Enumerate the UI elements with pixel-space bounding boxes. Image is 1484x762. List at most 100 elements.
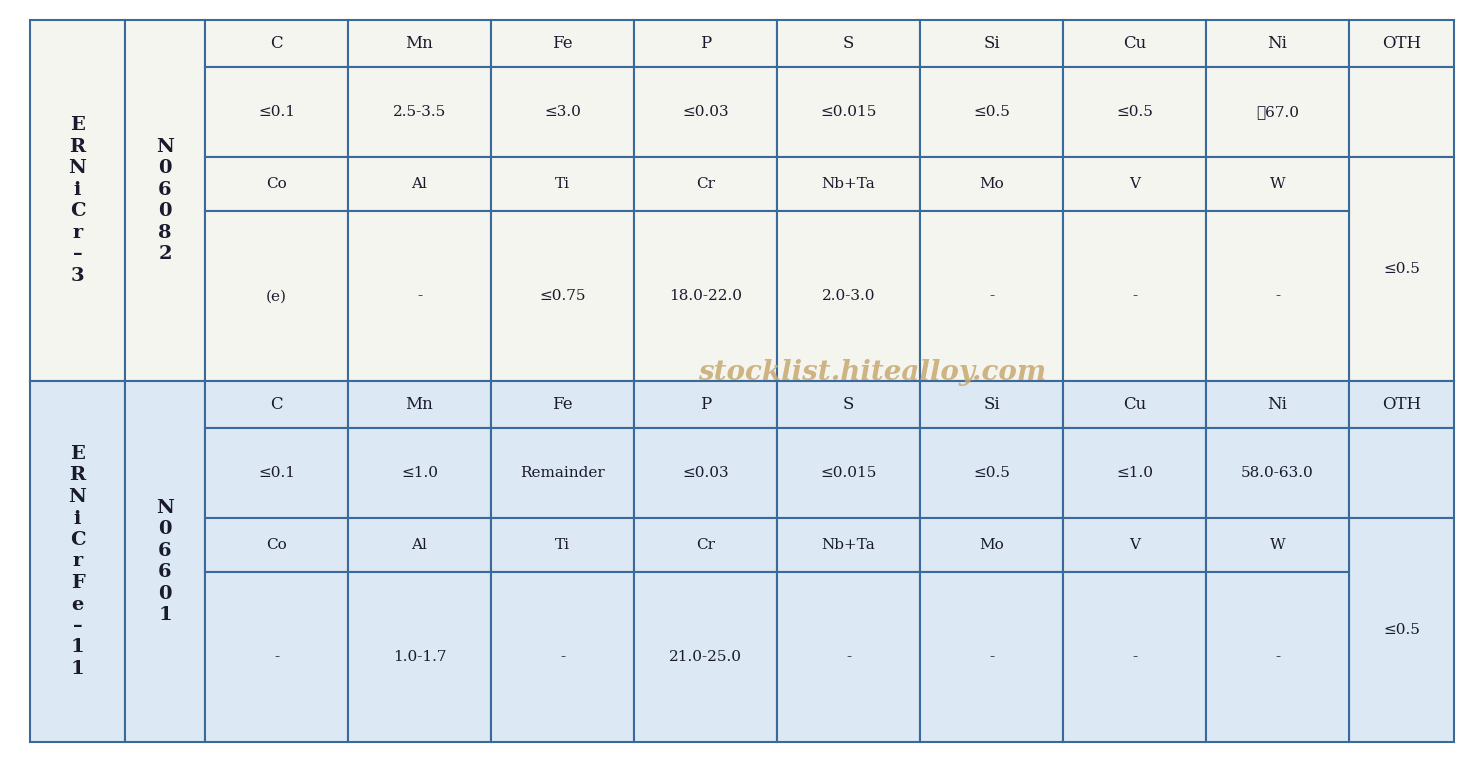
Bar <box>634 20 778 67</box>
Text: Nb+Ta: Nb+Ta <box>822 538 876 552</box>
Text: (e): (e) <box>266 289 286 303</box>
Bar <box>920 518 1063 572</box>
Bar <box>491 67 634 157</box>
Bar <box>1349 428 1454 518</box>
Text: Cr: Cr <box>696 178 715 191</box>
Bar <box>1063 20 1206 67</box>
Bar <box>634 572 778 742</box>
Bar <box>920 67 1063 157</box>
Bar <box>349 211 491 381</box>
Text: ≤0.1: ≤0.1 <box>258 105 295 119</box>
Bar <box>205 157 349 211</box>
Text: ≤3.0: ≤3.0 <box>545 105 580 119</box>
Text: P: P <box>700 396 711 413</box>
Bar <box>634 157 778 211</box>
Bar <box>205 67 349 157</box>
Text: E
R
N
i
C
r
–
3: E R N i C r – 3 <box>68 117 86 285</box>
Bar <box>205 381 349 428</box>
Bar <box>491 572 634 742</box>
Text: 2.0-3.0: 2.0-3.0 <box>822 289 876 303</box>
Bar <box>205 20 349 67</box>
Bar <box>349 428 491 518</box>
Bar <box>920 211 1063 381</box>
Bar <box>1206 20 1349 67</box>
Text: 58.0-63.0: 58.0-63.0 <box>1241 466 1313 480</box>
Text: Cu: Cu <box>1123 396 1146 413</box>
Bar <box>1206 428 1349 518</box>
Text: S: S <box>843 35 855 52</box>
Text: -: - <box>1132 289 1137 303</box>
Bar <box>349 20 491 67</box>
Text: -: - <box>559 650 565 664</box>
Bar <box>920 428 1063 518</box>
Text: ≤0.03: ≤0.03 <box>683 466 729 480</box>
Text: Si: Si <box>984 396 1000 413</box>
Text: Ti: Ti <box>555 178 570 191</box>
Text: P: P <box>700 35 711 52</box>
Text: W: W <box>1270 538 1285 552</box>
Bar <box>1063 211 1206 381</box>
Bar <box>920 381 1063 428</box>
Text: Fe: Fe <box>552 35 573 52</box>
Text: -: - <box>275 650 279 664</box>
Bar <box>491 428 634 518</box>
Text: V: V <box>1129 538 1140 552</box>
Text: Ti: Ti <box>555 538 570 552</box>
Text: 21.0-25.0: 21.0-25.0 <box>669 650 742 664</box>
Text: ≧67.0: ≧67.0 <box>1255 105 1298 119</box>
Bar <box>1349 518 1454 742</box>
Text: -: - <box>988 289 994 303</box>
Bar <box>920 157 1063 211</box>
Bar <box>778 157 920 211</box>
Text: V: V <box>1129 178 1140 191</box>
Text: ≤1.0: ≤1.0 <box>1116 466 1153 480</box>
Bar <box>1063 518 1206 572</box>
Bar <box>1063 572 1206 742</box>
Text: Mn: Mn <box>405 35 433 52</box>
Bar <box>1349 157 1454 381</box>
Text: -: - <box>1275 650 1281 664</box>
Bar <box>1206 381 1349 428</box>
Bar <box>1206 211 1349 381</box>
Text: Mo: Mo <box>979 538 1003 552</box>
Text: Remainder: Remainder <box>519 466 605 480</box>
Bar <box>778 20 920 67</box>
Bar <box>634 211 778 381</box>
Text: -: - <box>988 650 994 664</box>
Bar <box>778 211 920 381</box>
Bar <box>491 518 634 572</box>
Text: ≤0.5: ≤0.5 <box>1383 623 1420 637</box>
Bar <box>1063 157 1206 211</box>
Bar <box>634 67 778 157</box>
Text: ≤0.03: ≤0.03 <box>683 105 729 119</box>
Text: ≤0.5: ≤0.5 <box>974 466 1011 480</box>
Text: E
R
N
i
C
r
F
e
–
1
1: E R N i C r F e – 1 1 <box>68 445 86 678</box>
Bar <box>349 518 491 572</box>
Text: -: - <box>1132 650 1137 664</box>
Text: Cr: Cr <box>696 538 715 552</box>
Bar <box>920 572 1063 742</box>
Bar <box>125 20 205 381</box>
Bar <box>205 428 349 518</box>
Text: Si: Si <box>984 35 1000 52</box>
Bar <box>1206 157 1349 211</box>
Bar <box>205 211 349 381</box>
Text: Cu: Cu <box>1123 35 1146 52</box>
Text: ≤0.015: ≤0.015 <box>821 105 877 119</box>
Bar <box>491 211 634 381</box>
Text: Al: Al <box>411 538 427 552</box>
Bar <box>30 20 125 381</box>
Bar <box>1349 67 1454 157</box>
Text: Mo: Mo <box>979 178 1003 191</box>
Bar <box>1349 20 1454 67</box>
Bar <box>349 157 491 211</box>
Bar <box>778 381 920 428</box>
Text: ≤0.1: ≤0.1 <box>258 466 295 480</box>
Bar <box>205 518 349 572</box>
Text: Ni: Ni <box>1267 396 1288 413</box>
Bar <box>1349 381 1454 428</box>
Text: -: - <box>846 650 850 664</box>
Bar <box>1063 428 1206 518</box>
Bar <box>1063 381 1206 428</box>
Bar <box>1206 572 1349 742</box>
